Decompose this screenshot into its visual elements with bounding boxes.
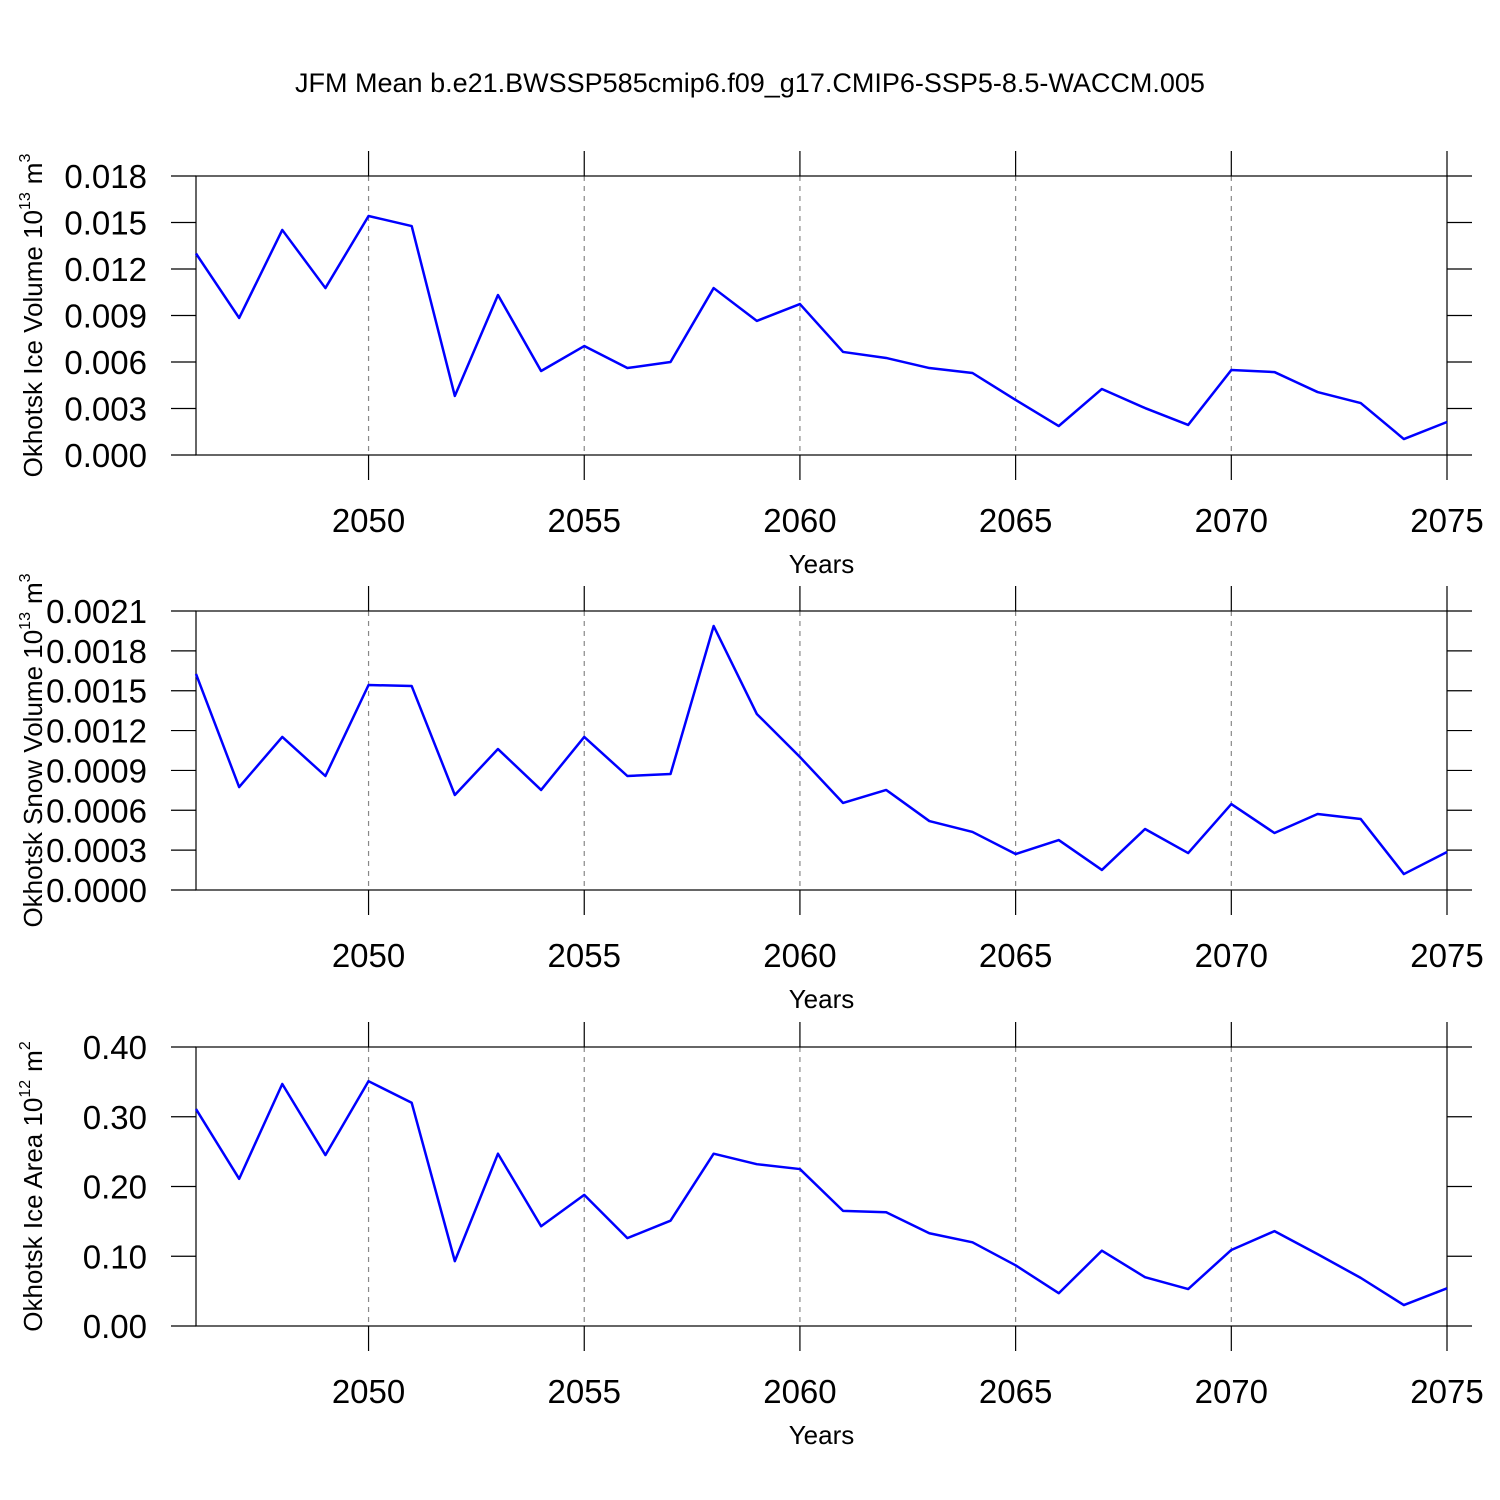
x-tick-label: 2075	[1410, 937, 1483, 974]
y-tick-label: 0.0018	[46, 633, 147, 670]
plot-frame	[195, 1046, 1448, 1327]
x-tick-label: 2065	[979, 1373, 1052, 1410]
y-label-exponent: 12	[17, 1080, 34, 1098]
y-tick-label: 0.0006	[46, 792, 147, 829]
y-label-text: Okhotsk Ice Area 10	[18, 1098, 48, 1332]
y-label-unit-exponent: 3	[17, 573, 34, 582]
y-label-unit-exponent: 2	[17, 1041, 34, 1050]
x-axis-label: Years	[789, 1420, 855, 1450]
y-tick-label: 0.015	[64, 205, 147, 242]
y-axis-label: Okhotsk Snow Volume 1013 m3	[17, 573, 48, 927]
data-line	[194, 214, 1448, 441]
x-tick-label: 2065	[979, 937, 1052, 974]
x-tick-label: 2060	[763, 937, 836, 974]
x-axis-label: Years	[789, 984, 855, 1014]
x-tick-label: 2050	[332, 937, 405, 974]
y-tick-label: 0.006	[64, 344, 147, 381]
y-tick-label: 0.003	[64, 391, 147, 428]
plot-frame	[195, 175, 1448, 456]
y-tick-label: 0.012	[64, 251, 147, 288]
y-tick-label: 0.018	[64, 158, 147, 195]
x-tick-label: 2055	[548, 1373, 621, 1410]
y-tick-label: 0.30	[83, 1099, 147, 1136]
y-tick-label: 0.00	[83, 1308, 147, 1345]
y-label-unit: m	[18, 1050, 48, 1072]
y-label-exponent: 13	[17, 192, 34, 210]
y-label-unit: m	[18, 163, 48, 185]
y-tick-label: 0.10	[83, 1238, 147, 1275]
y-axis-label: Okhotsk Ice Volume 1013 m3	[17, 154, 48, 478]
x-tick-label: 2070	[1195, 502, 1268, 539]
y-tick-label: 0.40	[83, 1029, 147, 1066]
x-tick-label: 2060	[763, 1373, 836, 1410]
x-tick-label: 2065	[979, 502, 1052, 539]
x-tick-label: 2050	[332, 1373, 405, 1410]
data-line	[194, 624, 1448, 876]
x-tick-label: 2070	[1195, 937, 1268, 974]
x-tick-label: 2060	[763, 502, 836, 539]
x-axis-label: Years	[789, 549, 855, 579]
x-tick-label: 2055	[548, 502, 621, 539]
y-tick-label: 0.0000	[46, 872, 147, 909]
y-tick-label: 0.009	[64, 298, 147, 335]
y-label-unit-exponent: 3	[17, 154, 34, 163]
x-tick-label: 2075	[1410, 1373, 1483, 1410]
x-tick-label: 2050	[332, 502, 405, 539]
x-tick-label: 2075	[1410, 502, 1483, 539]
x-tick-label: 2070	[1195, 1373, 1268, 1410]
x-tick-label: 2055	[548, 937, 621, 974]
figure-title: JFM Mean b.e21.BWSSP585cmip6.f09_g17.CMI…	[295, 68, 1205, 98]
y-axis-label: Okhotsk Ice Area 1012 m2	[17, 1041, 48, 1332]
y-tick-label: 0.000	[64, 437, 147, 474]
y-tick-label: 0.0015	[46, 673, 147, 710]
y-tick-label: 0.0003	[46, 832, 147, 869]
y-tick-label: 0.0021	[46, 593, 147, 630]
y-label-text: Okhotsk Snow Volume 10	[18, 630, 48, 928]
y-label-text: Okhotsk Ice Volume 10	[18, 210, 48, 477]
y-tick-label: 0.20	[83, 1169, 147, 1206]
y-tick-label: 0.0009	[46, 752, 147, 789]
y-label-exponent: 13	[17, 612, 34, 630]
y-label-unit: m	[18, 582, 48, 604]
y-tick-label: 0.0012	[46, 713, 147, 750]
data-line	[194, 1079, 1448, 1307]
plot-frame	[195, 610, 1448, 891]
